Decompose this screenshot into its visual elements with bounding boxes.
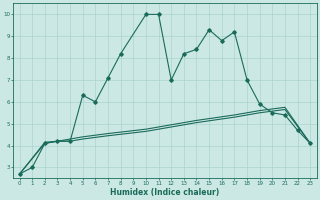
X-axis label: Humidex (Indice chaleur): Humidex (Indice chaleur) [110,188,220,197]
